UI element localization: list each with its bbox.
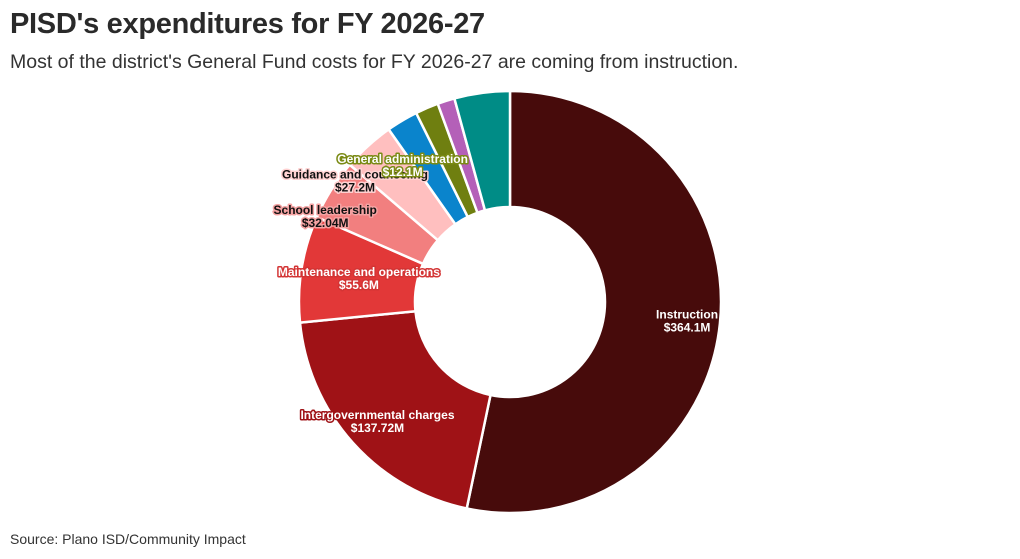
slice-label-instruction: Instruction $364.1M [656, 307, 718, 334]
slice-value-label: $55.6M [339, 278, 379, 292]
slice-value-label: $364.1M [664, 320, 711, 334]
slice-value-label: $32.04M [302, 216, 349, 230]
slice-instruction[interactable] [465, 89, 723, 515]
slice-intergovernmental-charges[interactable] [298, 310, 492, 510]
slice-label-maintenance-and-operations: Maintenance and operations $55.6M [278, 265, 440, 292]
slice-unlabeled-8[interactable] [453, 89, 512, 212]
slice-category-label: Guidance and counseling [282, 167, 428, 181]
slice-category-label: Maintenance and operations [278, 265, 440, 279]
slice-category-label: Intergovernmental charges [300, 408, 454, 422]
slice-label-school-leadership: School leadership $32.04M [274, 203, 377, 230]
slice-category-label: School leadership [274, 203, 377, 217]
chart-title: PISD's expenditures for FY 2026-27 [10, 8, 485, 40]
slice-value-label: $27.2M [335, 180, 375, 194]
chart-subtitle: Most of the district's General Fund cost… [10, 51, 739, 73]
slice-value-label: $12.1M [383, 165, 423, 179]
slice-value-label: $137.72M [351, 421, 404, 435]
slice-category-label: Instruction [656, 307, 718, 321]
source-note: Source: Plano ISD/Community Impact [10, 531, 246, 547]
slice-label-general-administration: General administration $12.1M [337, 152, 468, 179]
donut-slices [297, 89, 723, 515]
slice-label-intergovernmental-charges: Intergovernmental charges $137.72M [300, 408, 454, 435]
slice-label-guidance-and-counseling: Guidance and counseling $27.2M [282, 167, 428, 194]
slice-labels: Instruction $364.1M Intergovernmental char… [272, 150, 720, 436]
slice-category-label: General administration [337, 152, 468, 166]
